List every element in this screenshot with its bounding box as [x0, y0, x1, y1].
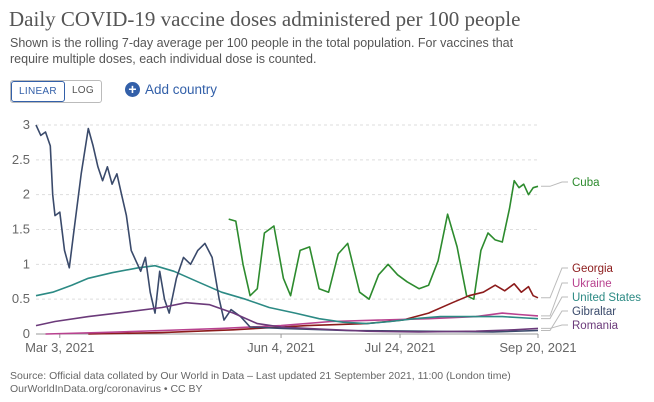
scale-toggle: LINEAR LOG: [10, 80, 102, 103]
label-connector: [541, 267, 568, 299]
label-connector: [541, 310, 568, 332]
y-tick-label: 1.5: [12, 222, 30, 237]
label-connector: [541, 282, 568, 317]
source-note: Source: Official data collated by Our Wo…: [10, 370, 511, 396]
series-line-romania: [35, 301, 539, 333]
label-connector: [541, 324, 568, 329]
y-tick-label: 1: [23, 256, 30, 271]
y-tick-label: 2: [23, 187, 30, 202]
source-line-2: OurWorldInData.org/coronavirus • CC BY: [10, 383, 203, 395]
linear-scale-button[interactable]: LINEAR: [11, 81, 65, 102]
y-tick-label: 0: [23, 326, 30, 341]
x-tick-label: Jul 24, 2021: [365, 340, 436, 355]
series-line-united-states: [35, 264, 539, 325]
line-chart: 0 0.5 1 1.5 2 2.5 3 Mar 3, 2021 Jun 4, 2021 Jul …: [12, 117, 641, 355]
x-tick-label: Jun 4, 2021: [247, 340, 315, 355]
source-line-1: Source: Official data collated by Our Wo…: [10, 370, 511, 382]
series-label-cuba: Cuba: [572, 177, 600, 189]
chart-title: Daily COVID-19 vaccine doses administere…: [9, 7, 521, 31]
y-tick-label: 2.5: [12, 152, 30, 167]
y-tick-label: 3: [23, 117, 30, 132]
x-axis-ticks: Mar 3, 2021 Jun 4, 2021 Jul 24, 2021 Sep 20…: [25, 334, 577, 355]
log-scale-button[interactable]: LOG: [71, 85, 94, 96]
plus-circle-icon: +: [125, 82, 140, 97]
series-label-ukraine: Ukraine: [572, 278, 612, 290]
series-label-georgia: Georgia: [572, 263, 614, 275]
label-connector: [541, 296, 568, 320]
series-label-romania: Romania: [572, 320, 619, 332]
series-line-gibraltar: [35, 124, 539, 333]
x-tick-label: Sep 20, 2021: [499, 340, 576, 355]
chart-subtitle: Shown is the rolling 7-day average per 1…: [10, 36, 514, 66]
label-connector: [541, 181, 568, 187]
series-lines: [35, 124, 539, 335]
x-tick-label: Mar 3, 2021: [25, 340, 94, 355]
series-line-ukraine: [45, 312, 539, 335]
series-labels: Cuba Georgia Ukraine United States Gibraltar…: [541, 177, 641, 332]
y-axis-ticks: 0 0.5 1 1.5 2 2.5 3: [12, 117, 30, 341]
series-line-cuba: [228, 179, 539, 300]
series-label-gibraltar: Gibraltar: [572, 306, 616, 318]
add-country-label: Add country: [145, 82, 218, 97]
series-label-united-states: United States: [572, 292, 641, 304]
grid-lines: [36, 124, 538, 335]
add-country-button[interactable]: + Add country: [125, 82, 217, 97]
y-tick-label: 0.5: [12, 291, 30, 306]
